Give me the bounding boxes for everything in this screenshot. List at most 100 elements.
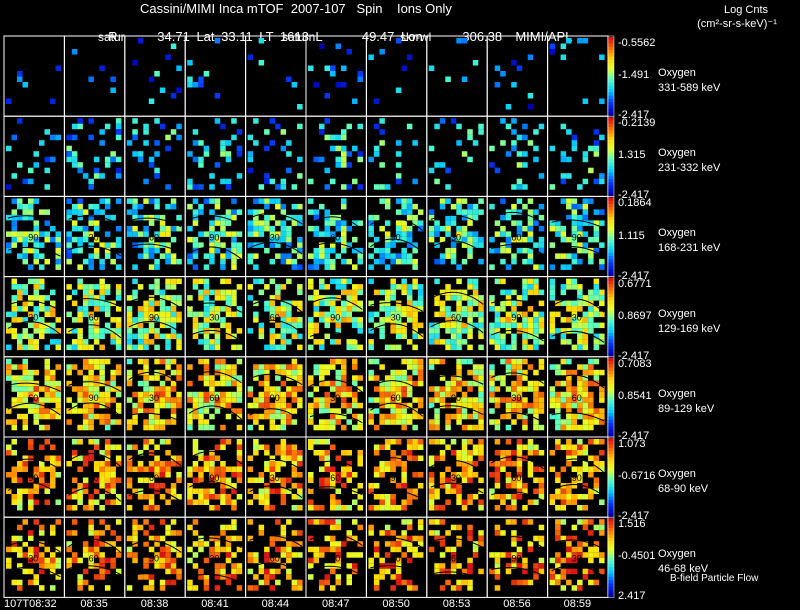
flux-pixel bbox=[582, 364, 589, 370]
flux-pixel bbox=[555, 524, 561, 531]
flux-pixel bbox=[88, 311, 94, 318]
flux-pixel bbox=[527, 214, 534, 221]
flux-pixel bbox=[566, 391, 572, 398]
flux-pixel bbox=[588, 466, 594, 472]
flux-pixel bbox=[461, 328, 468, 334]
flux-pixel bbox=[571, 391, 578, 398]
flux-pixel bbox=[275, 375, 281, 381]
flux-pixel bbox=[28, 214, 34, 221]
flux-pixel bbox=[582, 156, 589, 163]
flux-pixel bbox=[319, 203, 325, 210]
flux-pixel bbox=[209, 209, 215, 215]
flux-pixel bbox=[115, 386, 122, 392]
colorbar-step bbox=[608, 130, 614, 134]
flux-pixel bbox=[209, 386, 215, 392]
latitude-contour bbox=[490, 456, 544, 470]
latitude-contour bbox=[430, 375, 484, 385]
flux-pixel bbox=[472, 289, 479, 296]
flux-pixel bbox=[82, 541, 89, 547]
flux-pixel bbox=[253, 419, 259, 425]
flux-pixel bbox=[264, 397, 270, 403]
flux-pixel bbox=[93, 300, 100, 307]
flux-pixel bbox=[275, 408, 281, 414]
flux-pixel bbox=[599, 173, 605, 179]
flux-pixel bbox=[170, 483, 177, 489]
flux-pixel bbox=[297, 541, 303, 547]
flux-pixel bbox=[220, 574, 226, 580]
flux-pixel bbox=[516, 295, 523, 301]
flux-pixel bbox=[346, 386, 352, 392]
flux-pixel bbox=[17, 585, 23, 591]
flux-pixel bbox=[39, 483, 45, 489]
contour-label: 30 bbox=[572, 553, 582, 563]
flux-pixel bbox=[253, 494, 259, 500]
flux-pixel bbox=[346, 339, 352, 345]
colorbar-step bbox=[608, 432, 614, 437]
flux-pixel bbox=[593, 140, 600, 146]
flux-pixel bbox=[231, 499, 237, 505]
flux-pixel bbox=[82, 284, 89, 290]
flux-pixel bbox=[39, 397, 45, 403]
flux-pixel bbox=[148, 477, 155, 483]
flux-pixel bbox=[516, 535, 523, 542]
flux-pixel bbox=[110, 258, 116, 265]
flux-pixel bbox=[110, 488, 116, 494]
flux-pixel bbox=[571, 535, 578, 542]
flux-pixel bbox=[461, 306, 468, 312]
flux-pixel bbox=[461, 38, 468, 44]
flux-pixel bbox=[313, 322, 319, 329]
flux-pixel bbox=[143, 253, 149, 259]
flux-pixel bbox=[571, 220, 578, 226]
flux-pixel bbox=[379, 184, 385, 190]
flux-pixel bbox=[203, 375, 210, 381]
flux-pixel bbox=[522, 134, 528, 141]
flux-pixel bbox=[286, 242, 292, 248]
flux-pixel bbox=[247, 386, 254, 392]
flux-pixel bbox=[280, 461, 287, 467]
flux-pixel bbox=[28, 198, 34, 204]
image-panel: 30 bbox=[428, 439, 484, 511]
flux-pixel bbox=[533, 499, 539, 505]
flux-pixel bbox=[132, 198, 138, 204]
latitude-contour bbox=[249, 562, 303, 575]
flux-pixel bbox=[280, 524, 287, 531]
flux-pixel bbox=[450, 236, 457, 243]
flux-pixel bbox=[588, 408, 594, 414]
flux-pixel bbox=[588, 289, 594, 296]
flux-pixel bbox=[55, 386, 61, 392]
flux-pixel bbox=[582, 203, 589, 210]
flux-pixel bbox=[170, 380, 177, 387]
flux-pixel bbox=[99, 344, 105, 351]
flux-pixel bbox=[132, 278, 138, 285]
flux-pixel bbox=[406, 380, 413, 387]
flux-pixel bbox=[467, 455, 473, 461]
flux-pixel bbox=[159, 397, 166, 403]
flux-pixel bbox=[516, 322, 523, 329]
flux-pixel bbox=[165, 563, 171, 569]
flux-pixel bbox=[88, 344, 94, 351]
colorbar-step bbox=[608, 162, 614, 167]
flux-pixel bbox=[467, 300, 473, 307]
flux-pixel bbox=[93, 375, 100, 381]
flux-pixel bbox=[395, 311, 402, 318]
flux-pixel bbox=[170, 236, 177, 243]
flux-pixel bbox=[555, 397, 561, 403]
flux-pixel bbox=[220, 402, 226, 409]
flux-pixel bbox=[187, 488, 193, 494]
flux-pixel bbox=[373, 541, 380, 547]
flux-pixel bbox=[99, 242, 105, 248]
flux-pixel bbox=[198, 391, 204, 398]
flux-pixel bbox=[373, 247, 380, 254]
flux-pixel bbox=[505, 477, 512, 483]
flux-pixel bbox=[214, 541, 221, 547]
flux-pixel bbox=[33, 369, 39, 376]
flux-pixel bbox=[461, 339, 468, 345]
flux-pixel bbox=[88, 295, 94, 301]
flux-pixel bbox=[192, 184, 199, 190]
flux-pixel bbox=[516, 450, 523, 456]
flux-pixel bbox=[472, 494, 479, 500]
flux-pixel bbox=[593, 247, 600, 254]
flux-pixel bbox=[571, 397, 578, 403]
flux-pixel bbox=[66, 242, 72, 248]
flux-pixel bbox=[39, 477, 45, 483]
